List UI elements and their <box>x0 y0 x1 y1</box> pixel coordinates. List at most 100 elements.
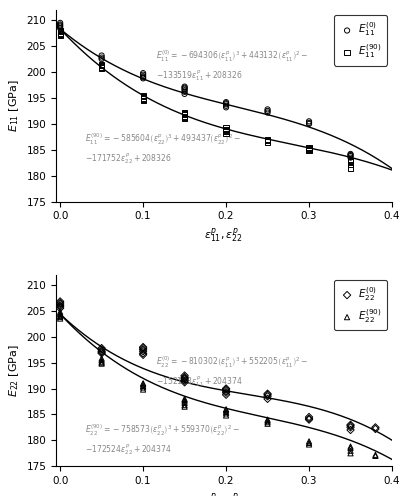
$E_{11}^{(90)}$ <box>264 138 271 146</box>
$E_{11}^{(90)}$ <box>264 136 271 144</box>
$E_{11}^{(0)}$ <box>306 120 312 128</box>
$E_{11}^{(90)}$ <box>223 128 229 136</box>
$E_{11}^{(0)}$ <box>140 72 146 80</box>
$E_{11}^{(0)}$ <box>223 99 229 107</box>
$E_{11}^{(90)}$ <box>57 27 63 35</box>
$E_{11}^{(0)}$ <box>264 109 271 117</box>
$E_{11}^{(90)}$ <box>140 92 146 100</box>
Legend: $E_{22}^{(0)}$, $E_{22}^{(90)}$: $E_{22}^{(0)}$, $E_{22}^{(90)}$ <box>334 280 387 330</box>
$E_{11}^{(0)}$ <box>98 55 105 63</box>
$E_{11}^{(90)}$ <box>347 157 354 165</box>
$E_{22}^{(90)}$ <box>98 360 105 368</box>
$E_{22}^{(90)}$ <box>140 382 146 390</box>
$E_{22}^{(0)}$ <box>181 372 188 379</box>
$E_{22}^{(0)}$ <box>223 385 229 393</box>
$E_{22}^{(90)}$ <box>223 412 229 420</box>
$E_{22}^{(0)}$ <box>98 346 105 354</box>
$E_{22}^{(90)}$ <box>181 403 188 411</box>
$E_{22}^{(0)}$ <box>57 298 63 306</box>
$E_{22}^{(90)}$ <box>223 409 229 417</box>
$E_{11}^{(0)}$ <box>181 83 188 91</box>
$E_{22}^{(90)}$ <box>264 418 271 426</box>
$E_{11}^{(90)}$ <box>306 147 312 155</box>
$E_{22}^{(0)}$ <box>140 343 146 351</box>
$E_{11}^{(90)}$ <box>347 164 354 172</box>
$E_{11}^{(0)}$ <box>98 54 105 62</box>
$E_{11}^{(0)}$ <box>264 107 271 115</box>
$E_{22}^{(0)}$ <box>181 378 188 386</box>
$E_{11}^{(0)}$ <box>57 19 63 27</box>
$E_{22}^{(0)}$ <box>140 347 146 355</box>
$E_{11}^{(90)}$ <box>57 29 63 37</box>
Text: $E_{22}^{(90)}=-758573\left(\varepsilon_{22}^{p}\right)^{3}+559370\left(\varepsi: $E_{22}^{(90)}=-758573\left(\varepsilon_… <box>85 422 240 456</box>
$E_{11}^{(0)}$ <box>57 20 63 28</box>
$E_{11}^{(90)}$ <box>98 63 105 71</box>
$E_{22}^{(90)}$ <box>57 308 63 316</box>
$E_{22}^{(90)}$ <box>347 447 354 455</box>
$E_{11}^{(90)}$ <box>347 156 354 164</box>
$E_{11}^{(0)}$ <box>181 84 188 92</box>
$E_{22}^{(0)}$ <box>98 344 105 352</box>
$E_{22}^{(0)}$ <box>264 392 271 400</box>
Text: $E_{22}^{(0)}=-810302\left(\varepsilon_{11}^{p}\right)^{3}+552205\left(\varepsil: $E_{22}^{(0)}=-810302\left(\varepsilon_{… <box>156 355 308 389</box>
$E_{11}^{(0)}$ <box>140 74 146 82</box>
$E_{11}^{(90)}$ <box>181 111 188 119</box>
$E_{22}^{(0)}$ <box>140 346 146 354</box>
$E_{22}^{(90)}$ <box>181 399 188 407</box>
$E_{11}^{(90)}$ <box>181 114 188 122</box>
$E_{22}^{(90)}$ <box>347 442 354 450</box>
$E_{11}^{(90)}$ <box>264 135 271 143</box>
$E_{22}^{(90)}$ <box>140 383 146 391</box>
$E_{22}^{(90)}$ <box>306 439 312 447</box>
$E_{22}^{(90)}$ <box>57 313 63 321</box>
$E_{22}^{(0)}$ <box>140 351 146 359</box>
$E_{22}^{(0)}$ <box>181 375 188 383</box>
$E_{22}^{(0)}$ <box>140 349 146 357</box>
$E_{11}^{(90)}$ <box>181 109 188 117</box>
$E_{22}^{(90)}$ <box>98 355 105 363</box>
$E_{22}^{(0)}$ <box>98 347 105 355</box>
$E_{22}^{(90)}$ <box>181 396 188 404</box>
$E_{22}^{(0)}$ <box>57 303 63 310</box>
$E_{22}^{(0)}$ <box>347 422 354 430</box>
$E_{11}^{(0)}$ <box>181 86 188 94</box>
$E_{22}^{(0)}$ <box>57 299 63 307</box>
$E_{11}^{(0)}$ <box>140 73 146 81</box>
$E_{11}^{(0)}$ <box>347 150 354 158</box>
$E_{22}^{(90)}$ <box>181 401 188 409</box>
$E_{22}^{(0)}$ <box>223 384 229 392</box>
$E_{22}^{(90)}$ <box>57 314 63 322</box>
$E_{11}^{(90)}$ <box>181 110 188 118</box>
$E_{22}^{(90)}$ <box>306 440 312 448</box>
$E_{22}^{(90)}$ <box>223 408 229 416</box>
$E_{11}^{(0)}$ <box>264 106 271 114</box>
$E_{22}^{(0)}$ <box>181 377 188 385</box>
$E_{11}^{(90)}$ <box>223 125 229 133</box>
$E_{22}^{(0)}$ <box>347 421 354 429</box>
$E_{22}^{(0)}$ <box>57 302 63 310</box>
$E_{11}^{(90)}$ <box>140 91 146 99</box>
$E_{22}^{(0)}$ <box>264 391 271 399</box>
$E_{22}^{(90)}$ <box>140 380 146 388</box>
$E_{22}^{(0)}$ <box>140 344 146 352</box>
$E_{11}^{(0)}$ <box>223 100 229 108</box>
$E_{22}^{(90)}$ <box>98 359 105 367</box>
$E_{11}^{(0)}$ <box>223 98 229 106</box>
$E_{22}^{(90)}$ <box>223 405 229 413</box>
$E_{22}^{(90)}$ <box>181 395 188 403</box>
$E_{11}^{(0)}$ <box>306 119 312 127</box>
$E_{11}^{(0)}$ <box>98 52 105 60</box>
$E_{11}^{(90)}$ <box>306 145 312 153</box>
$E_{22}^{(90)}$ <box>306 437 312 445</box>
X-axis label: $\varepsilon_{11}^{p},\varepsilon_{22}^{p}$: $\varepsilon_{11}^{p},\varepsilon_{22}^{… <box>204 492 244 496</box>
$E_{22}^{(90)}$ <box>264 420 271 428</box>
$E_{11}^{(0)}$ <box>347 154 354 162</box>
$E_{22}^{(0)}$ <box>347 426 354 434</box>
$E_{11}^{(0)}$ <box>57 21 63 29</box>
$E_{11}^{(90)}$ <box>57 28 63 36</box>
$E_{22}^{(0)}$ <box>306 415 312 423</box>
$E_{22}^{(90)}$ <box>181 397 188 405</box>
$E_{11}^{(0)}$ <box>181 88 188 96</box>
$E_{22}^{(0)}$ <box>264 395 271 403</box>
$E_{11}^{(90)}$ <box>98 61 105 68</box>
